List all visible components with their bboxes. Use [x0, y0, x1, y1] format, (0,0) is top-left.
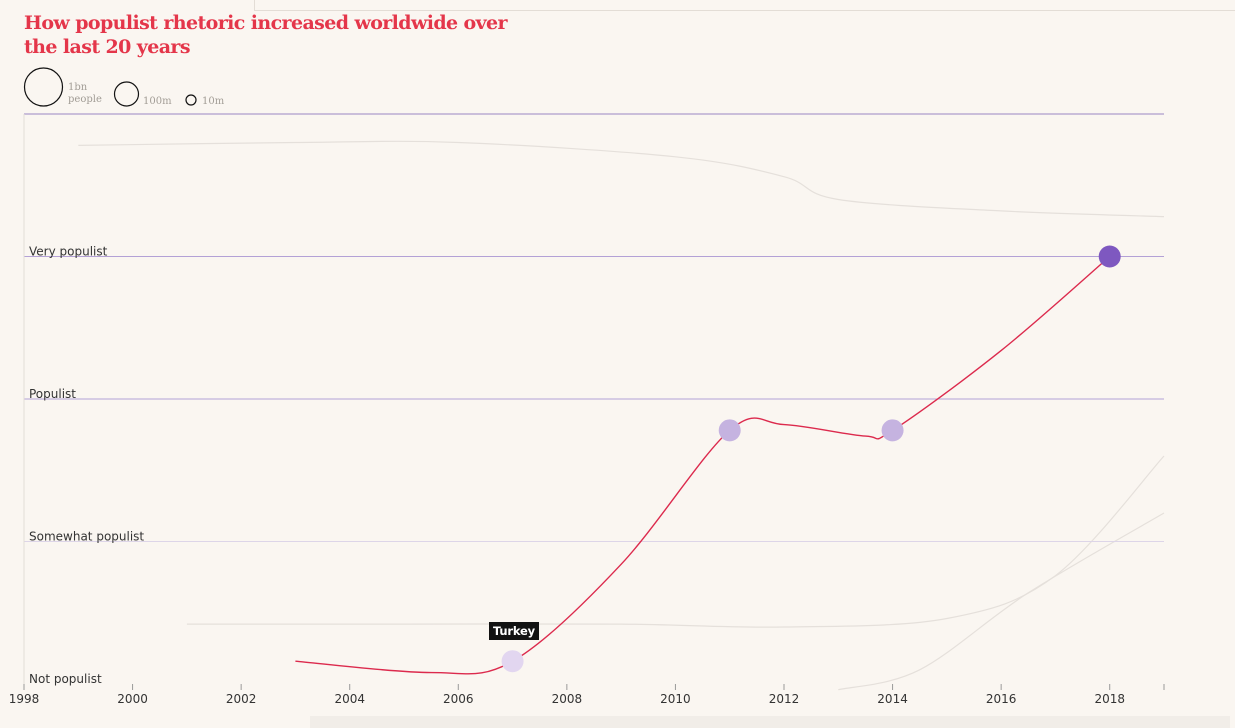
x-tick-label: 2018 [1094, 692, 1125, 706]
data-point[interactable] [501, 650, 524, 673]
x-tick-label: 2010 [660, 692, 691, 706]
x-tick-label: 2000 [117, 692, 148, 706]
y-level-label: Very populist [29, 245, 108, 259]
x-tick-label: 2014 [877, 692, 908, 706]
background-series-line [78, 140, 1165, 218]
data-point[interactable] [1098, 245, 1121, 268]
size-legend-label-1bn: 1bn people [68, 82, 102, 106]
data-points-layer [501, 245, 1121, 673]
y-level-label: Not populist [29, 672, 102, 686]
y-level-label: Somewhat populist [29, 530, 144, 544]
size-legend-circle-10m [185, 94, 197, 106]
top-rule [254, 10, 1235, 11]
x-tick-label: 2004 [334, 692, 365, 706]
highlighted-series-layer [295, 255, 1111, 675]
size-legend-label-10m: 10m [202, 96, 225, 107]
x-tick-label: 1998 [9, 692, 40, 706]
data-point[interactable] [881, 419, 904, 442]
x-tick-label: 2002 [226, 692, 257, 706]
background-series-line [838, 512, 1165, 691]
gridlines-layer: Very populist Populist Somewhat populist No… [23, 113, 1164, 686]
x-axis: 1998 2000 2002 2004 2006 2008 2010 2012 2014 2016… [9, 684, 1165, 706]
tooltip-country: Turkey [489, 622, 539, 640]
size-legend-circle-1bn [23, 67, 64, 107]
chart-title: How populist rhetoric increased worldwid… [24, 12, 508, 58]
bottom-strip [310, 716, 1230, 728]
data-point[interactable] [718, 419, 741, 442]
background-series-layer [78, 140, 1165, 691]
x-tick-label: 2012 [769, 692, 800, 706]
size-legend-label-100m: 100m [143, 96, 172, 107]
size-legend-circle-100m [113, 81, 140, 107]
size-legend-label-1bn-value: 1bn [68, 82, 88, 93]
top-vertical-rule [254, 0, 255, 10]
highlighted-series-line [295, 255, 1111, 675]
x-tick-label: 2016 [986, 692, 1017, 706]
x-tick-label: 2006 [443, 692, 474, 706]
x-tick-label: 2008 [552, 692, 583, 706]
size-legend-label-1bn-unit: people [68, 94, 102, 105]
y-level-label: Populist [29, 387, 76, 401]
